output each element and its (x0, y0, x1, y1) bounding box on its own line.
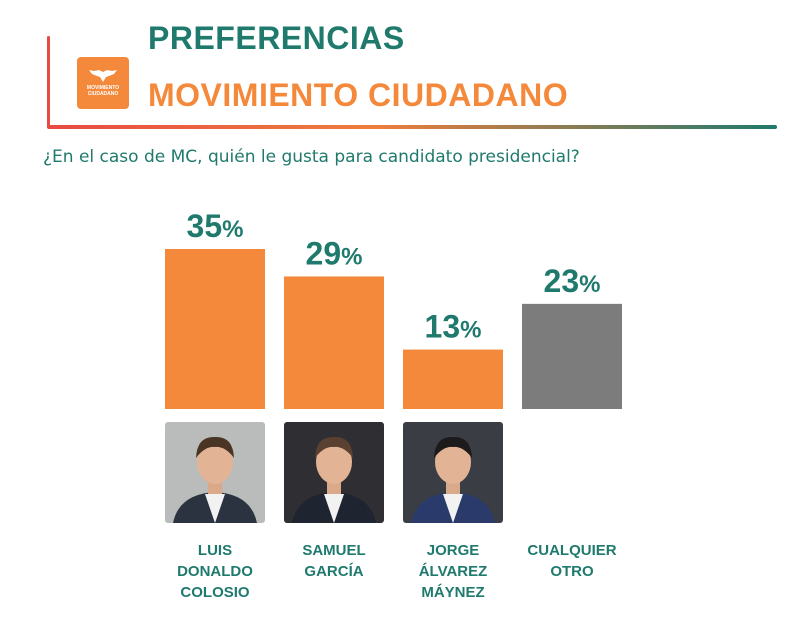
page-subtitle: MOVIMIENTO CIUDADANO (148, 77, 569, 113)
category-label-maynez-line1: JORGE (427, 542, 480, 559)
value-label-garcia: 29% (306, 235, 363, 271)
page-title: PREFERENCIAS (148, 20, 405, 56)
category-label-otro-line2: OTRO (550, 563, 594, 580)
candidate-photo-garcia (284, 422, 384, 523)
logo-text-line1: MOVIMIENTO (86, 85, 120, 91)
bar-colosio (165, 249, 265, 409)
movimiento-ciudadano-logo: MOVIMIENTO CIUDADANO (77, 57, 129, 109)
frame-accent-line (47, 36, 50, 128)
value-label-colosio: 35% (187, 208, 244, 244)
logo-text-line2: CIUDADANO (87, 91, 119, 97)
category-label-colosio-line2: DONALDO (177, 563, 253, 580)
category-label-maynez-line3: MÁYNEZ (421, 584, 484, 601)
value-label-otro: 23% (544, 263, 601, 299)
category-label-colosio-line3: COLOSIO (180, 584, 250, 601)
bar-garcia (284, 276, 384, 409)
header-underline (47, 125, 777, 129)
bar-maynez (403, 349, 503, 409)
category-label-otro-line1: CUALQUIER (527, 542, 616, 559)
candidate-photo-colosio (165, 422, 265, 523)
category-label-maynez-line2: ÁLVAREZ (419, 563, 488, 580)
survey-question: ¿En el caso de MC, quién le gusta para c… (43, 147, 580, 167)
bar-otro (522, 303, 622, 409)
category-label-garcia-line2: GARCÍA (304, 563, 363, 580)
value-label-maynez: 13% (425, 309, 482, 345)
candidate-photo-maynez (403, 422, 503, 523)
category-label-garcia-line1: SAMUEL (302, 542, 365, 559)
category-label-colosio-line1: LUIS (198, 542, 232, 559)
eagle-icon (89, 70, 117, 82)
